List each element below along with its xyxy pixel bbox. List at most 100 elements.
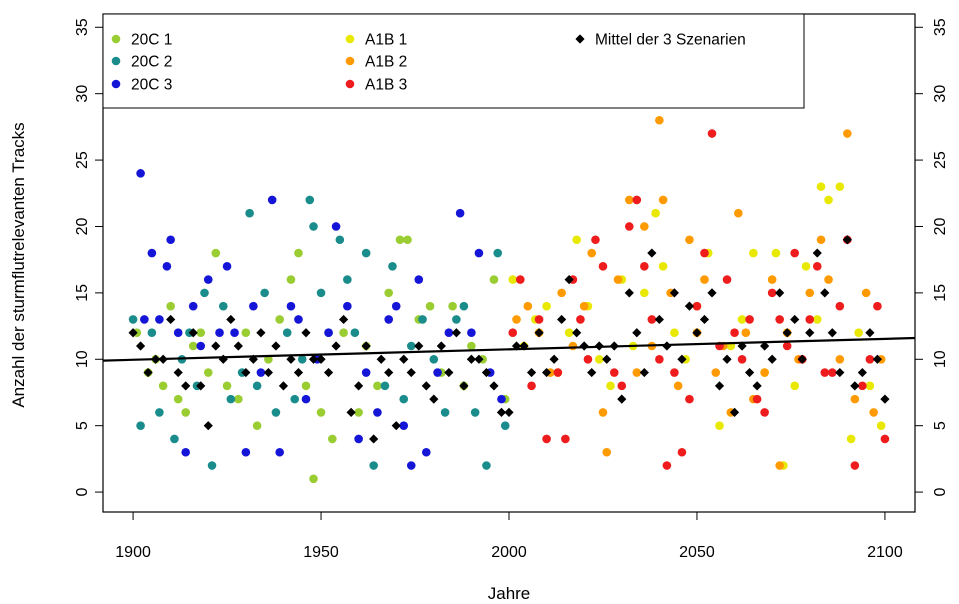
data-point bbox=[707, 129, 717, 138]
mean-point bbox=[654, 314, 664, 325]
y-tick-label: 10 bbox=[74, 350, 91, 368]
data-point bbox=[640, 262, 649, 271]
legend-marker bbox=[111, 34, 121, 44]
mean-point bbox=[707, 288, 717, 298]
mean-point bbox=[872, 354, 883, 364]
mean-point bbox=[226, 314, 236, 325]
data-point bbox=[384, 315, 394, 324]
data-point bbox=[181, 447, 191, 457]
mean-point bbox=[639, 367, 649, 378]
data-point bbox=[673, 381, 683, 391]
data-point bbox=[500, 421, 510, 430]
data-point bbox=[515, 275, 525, 284]
data-point bbox=[771, 248, 781, 258]
data-point bbox=[542, 301, 551, 311]
mean-point bbox=[166, 314, 176, 325]
data-point bbox=[470, 408, 480, 417]
mean-point bbox=[669, 288, 680, 298]
data-point bbox=[448, 301, 457, 311]
data-point bbox=[493, 248, 503, 258]
mean-point bbox=[188, 328, 198, 338]
data-point bbox=[305, 195, 315, 205]
mean-point bbox=[301, 328, 311, 338]
data-point bbox=[155, 315, 164, 324]
y-tick-label-right: 10 bbox=[932, 350, 949, 368]
data-point bbox=[399, 394, 409, 404]
data-point bbox=[339, 328, 348, 338]
mean-point bbox=[617, 394, 627, 404]
data-point bbox=[700, 275, 709, 284]
mean-point bbox=[181, 381, 191, 391]
mean-point bbox=[421, 381, 431, 391]
mean-point bbox=[391, 421, 401, 431]
data-point bbox=[824, 195, 833, 205]
data-point bbox=[557, 288, 566, 298]
data-point bbox=[767, 288, 777, 298]
data-point bbox=[658, 195, 668, 205]
data-point bbox=[147, 328, 157, 338]
data-point bbox=[391, 301, 401, 311]
mean-point bbox=[233, 341, 243, 351]
data-point bbox=[568, 341, 578, 351]
data-point bbox=[489, 275, 499, 284]
data-point bbox=[827, 368, 837, 377]
data-point bbox=[136, 169, 145, 178]
data-point bbox=[527, 381, 536, 391]
mean-point bbox=[534, 328, 544, 338]
data-point bbox=[455, 208, 465, 218]
x-axis: 1900 1950 2000 2050 2100 bbox=[115, 512, 903, 561]
mean-point bbox=[835, 367, 845, 378]
mean-point bbox=[196, 381, 206, 391]
y-tick-label: 25 bbox=[74, 151, 91, 169]
data-point bbox=[854, 328, 863, 338]
data-point bbox=[508, 275, 518, 284]
mean-point bbox=[218, 354, 228, 364]
legend-marker bbox=[345, 79, 355, 89]
data-point bbox=[835, 301, 845, 311]
legend-label: 20C 1 bbox=[131, 32, 172, 49]
data-point bbox=[328, 434, 337, 444]
data-point bbox=[373, 408, 382, 417]
data-point bbox=[444, 328, 454, 338]
mean-point bbox=[323, 367, 334, 378]
data-point bbox=[655, 354, 664, 364]
data-point bbox=[388, 262, 397, 271]
data-point bbox=[775, 315, 784, 324]
mean-point bbox=[797, 354, 807, 364]
data-point bbox=[651, 208, 660, 218]
y-tick-label: 20 bbox=[74, 217, 91, 235]
data-point bbox=[497, 394, 506, 404]
data-point bbox=[767, 275, 777, 284]
mean-point bbox=[429, 394, 439, 404]
mean-point bbox=[699, 314, 710, 325]
data-point bbox=[324, 328, 333, 338]
data-point bbox=[861, 288, 871, 298]
data-point bbox=[429, 354, 439, 364]
data-point bbox=[760, 368, 769, 377]
mean-point bbox=[271, 341, 281, 351]
data-point bbox=[188, 341, 198, 351]
y-tick-label-right: 20 bbox=[932, 217, 949, 235]
mean-point bbox=[775, 288, 785, 298]
data-point bbox=[211, 248, 221, 258]
mean-point bbox=[444, 367, 454, 378]
data-point bbox=[670, 328, 679, 338]
x-tick-label: 2000 bbox=[491, 544, 527, 561]
mean-point bbox=[338, 314, 349, 325]
mean-point bbox=[541, 367, 552, 378]
data-point bbox=[579, 301, 589, 311]
data-point bbox=[576, 315, 585, 324]
data-point bbox=[846, 434, 856, 444]
data-point bbox=[369, 461, 378, 470]
data-point bbox=[812, 315, 822, 324]
data-point bbox=[373, 381, 382, 391]
legend-marker bbox=[575, 34, 585, 44]
data-point bbox=[309, 222, 318, 231]
mean-point bbox=[842, 235, 852, 245]
left-y-axis: 0 5 10 15 20 25 30 35 bbox=[74, 18, 103, 497]
data-point bbox=[564, 328, 574, 338]
data-point bbox=[399, 421, 409, 430]
data-point bbox=[234, 394, 243, 404]
data-point bbox=[241, 447, 251, 457]
data-point bbox=[158, 381, 168, 391]
